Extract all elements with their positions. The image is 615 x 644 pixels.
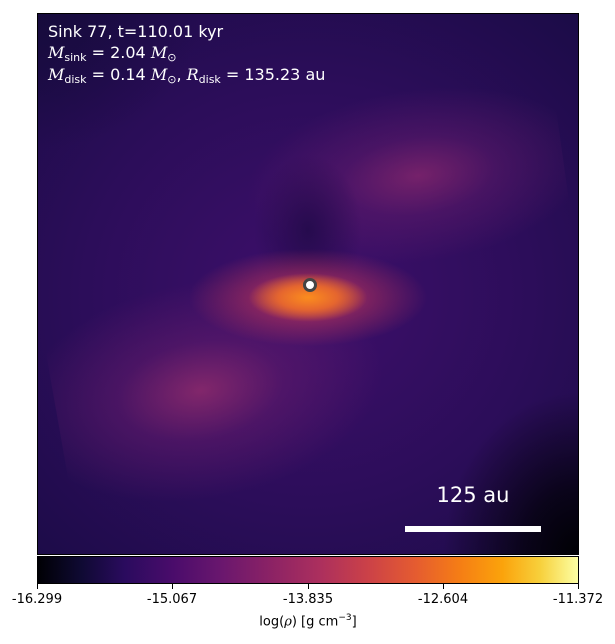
colorbar-label-end: ] xyxy=(351,614,357,630)
colorbar-tick xyxy=(308,584,309,589)
sink-title: Sink 77, t=110.01 kyr xyxy=(48,22,224,41)
scalebar-line xyxy=(405,526,541,532)
disk-radius-value: 135.23 xyxy=(244,65,301,84)
colorbar-tick xyxy=(578,584,579,589)
colorbar-label: log(ρ) [g cm−3] xyxy=(259,613,357,630)
colorbar-label-exponent: −3 xyxy=(338,613,352,623)
colorbar-tick-label: -12.604 xyxy=(417,592,469,607)
colorbar-tick xyxy=(172,584,173,589)
colorbar-tick xyxy=(37,584,38,589)
sink-marker xyxy=(303,278,317,292)
colorbar-tick-label: -11.372 xyxy=(552,592,604,607)
disk-mass-value: 0.14 xyxy=(110,65,146,84)
colorbar-tick xyxy=(443,584,444,589)
colorbar-tick-label: -16.299 xyxy=(11,592,63,607)
sink-mass-value: 2.04 xyxy=(110,43,146,62)
colorbar-tick-label: -13.835 xyxy=(282,592,334,607)
scalebar-label: 125 au xyxy=(436,483,510,507)
sink-mass-text: Msink = 2.04 M⊙ xyxy=(48,43,177,64)
colorbar xyxy=(37,556,579,584)
colorbar-label-suffix: ) [g cm xyxy=(291,614,339,630)
colorbar-label-prefix: log( xyxy=(259,614,285,630)
colorbar-tick-label: -15.067 xyxy=(146,592,198,607)
density-map-panel: Sink 77, t=110.01 kyr Msink = 2.04 M⊙ Md… xyxy=(37,13,579,555)
disk-params-text: Mdisk = 0.14 M⊙, Rdisk = 135.23 au xyxy=(48,65,326,86)
disk-radius-unit: au xyxy=(305,65,326,84)
